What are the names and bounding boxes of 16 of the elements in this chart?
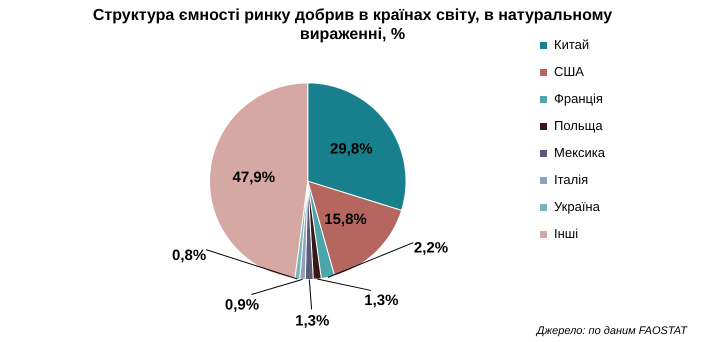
data-label: 29,8% [330, 140, 373, 158]
legend-label: Мексика [554, 145, 606, 160]
legend-label: Польща [554, 118, 604, 134]
data-label: 1,3% [364, 292, 398, 309]
legend-label: Україна [554, 199, 601, 214]
data-label: 15,8% [324, 211, 367, 228]
data-label: 47,9% [232, 168, 276, 186]
legend-label: Інші [554, 226, 578, 242]
data-label: 1,3% [295, 312, 330, 330]
legend-label: Італія [554, 172, 588, 188]
legend-label: США [554, 64, 584, 80]
data-label: 2,2% [414, 239, 448, 256]
legend-label: Франція [554, 91, 603, 106]
data-label: 0,8% [172, 247, 206, 264]
data-label: 0,9% [224, 296, 260, 314]
text: Джерело: по даним FAOSTAT [534, 325, 688, 337]
